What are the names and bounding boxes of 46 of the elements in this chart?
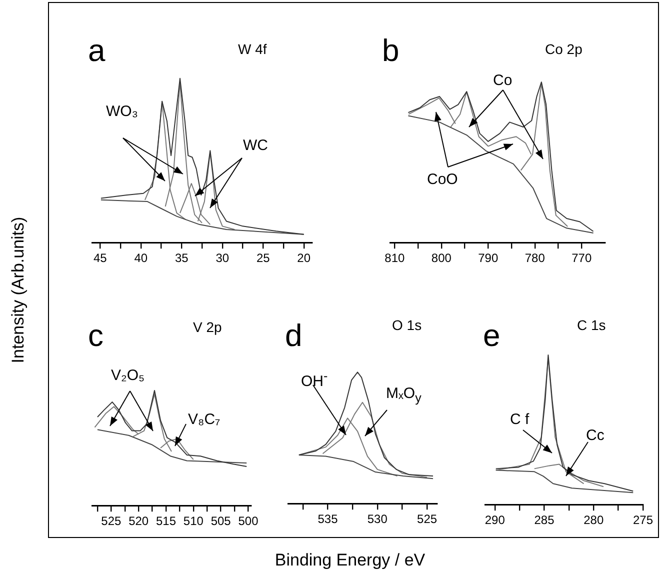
annotation: V₈C₇ bbox=[188, 411, 220, 428]
x-tick-label: 500 bbox=[238, 514, 259, 528]
x-tick-label: 35 bbox=[174, 251, 189, 266]
annotation: Co bbox=[493, 72, 512, 89]
x-axis-title: Binding Energy / eV bbox=[274, 550, 426, 570]
x-tick-label: 285 bbox=[534, 513, 555, 528]
chart-subtitle: O 1s bbox=[392, 317, 422, 333]
x-tick-label: 525 bbox=[417, 512, 438, 526]
x-tick-label: 290 bbox=[484, 513, 506, 528]
annotation: MₓO$_{y}$ bbox=[386, 385, 422, 405]
chart-subtitle: V 2p bbox=[193, 319, 222, 335]
chart-title: b bbox=[382, 33, 400, 68]
chart-subtitle: W 4f bbox=[238, 41, 267, 57]
x-tick-label: 790 bbox=[478, 251, 498, 266]
text: V₂O₅ bbox=[111, 367, 145, 384]
x-tick-label: 535 bbox=[318, 512, 338, 526]
x-tick-label: 800 bbox=[431, 251, 452, 266]
x-tick-label: 275 bbox=[632, 513, 654, 528]
x-tick-label: 810 bbox=[384, 251, 406, 266]
chart-subtitle: Co 2p bbox=[545, 41, 582, 57]
y-axis-title: Intensity (Arb.units) bbox=[8, 216, 28, 364]
x-tick-label: 40 bbox=[134, 251, 148, 266]
chart-subtitle: C 1s bbox=[577, 317, 606, 333]
chart-title: a bbox=[88, 33, 106, 68]
chart-title: e bbox=[483, 318, 500, 353]
x-tick-label: 25 bbox=[256, 251, 270, 266]
annotation: WO₃ bbox=[106, 103, 138, 120]
chart-title: c bbox=[88, 318, 104, 353]
x-tick-label: 280 bbox=[584, 513, 604, 528]
x-tick-label: 530 bbox=[367, 512, 388, 526]
x-tick-label: 20 bbox=[297, 251, 311, 266]
x-tick-label: 770 bbox=[572, 251, 592, 266]
annotation: C f bbox=[510, 411, 530, 428]
annotation: Cc bbox=[586, 427, 604, 444]
x-tick-label: 505 bbox=[210, 514, 232, 528]
x-tick-label: 510 bbox=[183, 514, 204, 528]
annotation: CoO bbox=[427, 171, 458, 188]
x-tick-label: 520 bbox=[128, 514, 149, 528]
x-tick-label: 525 bbox=[101, 514, 122, 528]
x-tick-label: 780 bbox=[524, 251, 546, 266]
x-tick-label: 30 bbox=[216, 251, 230, 266]
x-tick-label: 45 bbox=[93, 251, 108, 266]
chart-title: d bbox=[285, 318, 302, 353]
x-tick-label: 515 bbox=[156, 514, 176, 528]
annotation: WC bbox=[243, 137, 268, 154]
annotation: OH$^{-}$ bbox=[301, 369, 328, 390]
